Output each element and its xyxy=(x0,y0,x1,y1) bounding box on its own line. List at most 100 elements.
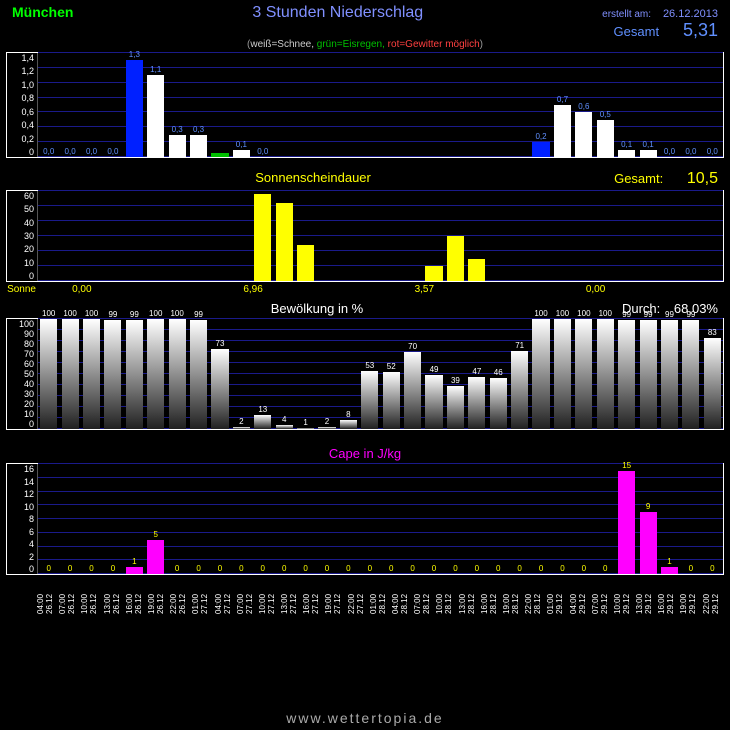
sonne-label: Sonne xyxy=(6,284,39,295)
cape-bar xyxy=(618,471,635,574)
sun-title: Sonnenscheindauer xyxy=(255,170,371,188)
precip-bar xyxy=(233,150,250,157)
precip-bar xyxy=(211,153,228,157)
precip-bar xyxy=(554,105,571,157)
x-tick: 07:0029.12 xyxy=(591,577,613,631)
sun-plot xyxy=(37,191,723,281)
cloud-bar xyxy=(233,427,250,429)
x-tick: 22:0029.12 xyxy=(702,577,724,631)
x-tick: 19:0028.12 xyxy=(502,577,524,631)
sun-gesamt-label: Gesamt: xyxy=(614,171,663,186)
cloud-bar xyxy=(447,386,464,429)
x-tick: 16:0026.12 xyxy=(125,577,147,631)
x-tick: 16:0029.12 xyxy=(657,577,679,631)
sun-bar xyxy=(468,259,485,282)
header: München 3 Stunden Niederschlag erstellt … xyxy=(0,0,730,41)
cape-plot: 000015000000000000000000000159100 xyxy=(37,464,723,574)
cloud-bar xyxy=(425,375,442,429)
cape-bar xyxy=(126,567,143,574)
cloud-bar xyxy=(318,427,335,429)
x-tick: 07:0027.12 xyxy=(236,577,258,631)
cloud-chart: 1009080706050403020100 10010010099991001… xyxy=(6,318,724,430)
cape-title-row: Cape in J/kg xyxy=(0,444,730,463)
cloud-bar xyxy=(511,351,528,429)
x-tick: 01:0029.12 xyxy=(546,577,568,631)
cloud-bar xyxy=(682,320,699,429)
x-tick: 07:0028.12 xyxy=(413,577,435,631)
created-date: 26.12.2013 xyxy=(663,8,718,20)
x-tick: 10:0026.12 xyxy=(80,577,102,631)
x-tick: 16:0027.12 xyxy=(302,577,324,631)
x-tick: 22:0026.12 xyxy=(169,577,191,631)
sonne-row: Sonne 0,006,963,570,00 xyxy=(6,284,724,295)
sun-chart: 6050403020100 xyxy=(6,190,724,282)
x-tick: 10:0027.12 xyxy=(258,577,280,631)
x-tick: 01:0028.12 xyxy=(369,577,391,631)
x-tick: 13:0029.12 xyxy=(635,577,657,631)
cloud-title: Bewölkung in % xyxy=(271,301,364,316)
x-tick: 07:0026.12 xyxy=(58,577,80,631)
sun-bar xyxy=(447,236,464,281)
cloud-bar xyxy=(532,319,549,429)
cloud-bar xyxy=(169,319,186,429)
cape-title: Cape in J/kg xyxy=(329,446,401,461)
precip-bar xyxy=(169,135,186,157)
cape-chart: 1614121086420 00001500000000000000000000… xyxy=(6,463,724,575)
cloud-bar xyxy=(618,320,635,429)
x-tick: 10:0028.12 xyxy=(435,577,457,631)
cloud-bar xyxy=(554,319,571,429)
x-tick: 10:0029.12 xyxy=(613,577,635,631)
cloud-bar xyxy=(640,320,657,429)
cloud-bar xyxy=(340,420,357,429)
footer-url: www.wettertopia.de xyxy=(0,710,730,726)
x-axis: 04:0026.1207:0026.1210:0026.1213:0026.12… xyxy=(36,577,724,631)
cape-bar xyxy=(661,567,678,574)
cloud-bar xyxy=(211,349,228,429)
sun-bar xyxy=(297,245,314,281)
x-tick: 19:0029.12 xyxy=(679,577,701,631)
precip-bar xyxy=(532,142,549,157)
precip-bar xyxy=(575,112,592,157)
x-tick: 04:0028.12 xyxy=(391,577,413,631)
cloud-bar xyxy=(490,378,507,429)
cloud-bar xyxy=(62,319,79,429)
x-tick: 13:0026.12 xyxy=(103,577,125,631)
precip-y-axis: 1,41,21,00,80,60,40,20 xyxy=(7,53,37,157)
x-tick: 01:0027.12 xyxy=(191,577,213,631)
x-tick: 04:0026.12 xyxy=(36,577,58,631)
cloud-plot: 1001001009999100100997321341285352704939… xyxy=(37,319,723,429)
cloud-bar xyxy=(575,319,592,429)
sun-gesamt-value: 10,5 xyxy=(687,170,718,187)
precip-bar xyxy=(597,120,614,157)
cape-bar xyxy=(640,512,657,574)
x-tick: 13:0027.12 xyxy=(280,577,302,631)
precip-bar xyxy=(190,135,207,157)
x-tick: 04:0029.12 xyxy=(569,577,591,631)
cloud-bar xyxy=(468,377,485,429)
cape-bar xyxy=(147,540,164,574)
cloud-bar xyxy=(190,320,207,429)
x-tick: 19:0026.12 xyxy=(147,577,169,631)
gesamt-value: 5,31 xyxy=(683,20,718,40)
precip-bar xyxy=(147,75,164,157)
cloud-bar xyxy=(297,428,314,429)
cloud-bar xyxy=(104,320,121,429)
cloud-bar xyxy=(704,338,721,429)
created-label: erstellt am: xyxy=(602,9,651,20)
sun-bar xyxy=(425,266,442,281)
x-tick: 13:0028.12 xyxy=(458,577,480,631)
sun-title-row: Sonnenscheindauer Gesamt: 10,5 xyxy=(0,168,730,190)
cloud-y-axis: 1009080706050403020100 xyxy=(7,319,37,429)
cape-y-axis: 1614121086420 xyxy=(7,464,37,574)
cloud-bar xyxy=(147,319,164,429)
precip-bar xyxy=(126,60,143,157)
sun-y-axis: 6050403020100 xyxy=(7,191,37,281)
location: München xyxy=(12,4,73,20)
sun-bar xyxy=(254,194,271,281)
precip-chart: 1,41,21,00,80,60,40,20 0,00,00,00,01,31,… xyxy=(6,52,724,158)
main-title: 3 Stunden Niederschlag xyxy=(252,4,423,22)
cloud-bar xyxy=(597,319,614,429)
x-tick: 22:0028.12 xyxy=(524,577,546,631)
cloud-bar xyxy=(83,319,100,429)
x-tick: 04:0027.12 xyxy=(214,577,236,631)
